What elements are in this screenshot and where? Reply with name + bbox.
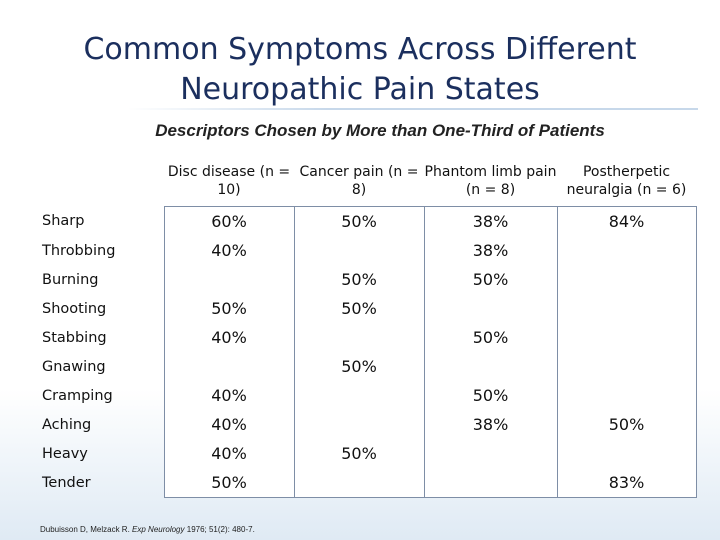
table-cell: [293, 410, 425, 439]
table-cell: 50%: [163, 294, 295, 323]
symptoms-table: Disc disease (n = 10) Cancer pain (n = 8…: [36, 156, 697, 498]
row-label: Burning: [42, 271, 99, 288]
table-cell: [556, 294, 697, 323]
title-line-2: Neuropathic Pain States: [180, 72, 540, 107]
table-cell: 50%: [163, 468, 295, 498]
row-label: Shooting: [42, 300, 107, 317]
table-cell: [423, 294, 558, 323]
table-cell: 40%: [163, 381, 295, 410]
table-cell: 38%: [423, 236, 558, 265]
header-corner: [36, 156, 164, 207]
table-cell: 50%: [293, 439, 425, 468]
table-row: Tender 50% 83%: [36, 468, 697, 498]
title-divider: [128, 108, 698, 110]
table-row: Burning 50% 50%: [36, 265, 697, 294]
row-label: Tender: [42, 474, 91, 491]
table-cell: 50%: [423, 323, 558, 352]
citation-authors: Dubuisson D, Melzack R.: [40, 525, 133, 534]
row-label: Sharp: [42, 213, 85, 230]
table-cell: 38%: [423, 410, 558, 439]
citation-details: 1976; 51(2): 480-7.: [184, 525, 255, 534]
table-row: Stabbing 40% 50%: [36, 323, 697, 352]
table-cell: 50%: [556, 410, 697, 439]
table-row: Shooting 50% 50%: [36, 294, 697, 323]
citation-footer: Dubuisson D, Melzack R. Exp Neurology 19…: [40, 525, 255, 534]
table-cell: 38%: [423, 206, 558, 236]
row-label: Stabbing: [42, 329, 107, 346]
title-line-1: Common Symptoms Across Different: [83, 32, 637, 67]
column-header: Phantom limb pain (n = 8): [424, 164, 557, 198]
table-cell: [293, 323, 425, 352]
table-cell: 40%: [163, 439, 295, 468]
table-cell: [556, 236, 697, 265]
row-label: Heavy: [42, 445, 88, 462]
table-cell: [163, 352, 295, 381]
table-cell: 50%: [293, 294, 425, 323]
table-cell: [293, 236, 425, 265]
table-cell: 83%: [556, 468, 697, 498]
table-cell: 40%: [163, 323, 295, 352]
table-cell: [556, 439, 697, 468]
column-header: Postherpetic neuralgia (n = 6): [566, 164, 687, 198]
table-cell: 60%: [163, 206, 295, 236]
table-cell: [556, 323, 697, 352]
table-cell: [293, 381, 425, 410]
row-label: Throbbing: [42, 242, 116, 259]
citation-journal: Exp Neurology: [132, 525, 185, 534]
table-cell: [423, 468, 558, 498]
table-cell: [556, 265, 697, 294]
table-cell: [556, 381, 697, 410]
row-label: Gnawing: [42, 358, 106, 375]
table-cell: 50%: [293, 265, 425, 294]
column-header: Disc disease (n = 10): [167, 164, 291, 198]
table-row: Throbbing 40% 38%: [36, 236, 697, 265]
table-cell: 50%: [423, 381, 558, 410]
table-row: Sharp 60% 50% 38% 84%: [36, 206, 697, 236]
row-label: Cramping: [42, 387, 113, 404]
table-row: Aching 40% 38% 50%: [36, 410, 697, 439]
slide-title: Common Symptoms Across Different Neuropa…: [0, 30, 720, 110]
row-label: Aching: [42, 416, 92, 433]
table-cell: [163, 265, 295, 294]
table-cell: [293, 468, 425, 498]
table-row: Cramping 40% 50%: [36, 381, 697, 410]
table-row: Heavy 40% 50%: [36, 439, 697, 468]
table-cell: 40%: [163, 236, 295, 265]
column-header: Cancer pain (n = 8): [299, 164, 419, 198]
table-cell: [556, 352, 697, 381]
table-cell: 50%: [423, 265, 558, 294]
table-row: Gnawing 50%: [36, 352, 697, 381]
table-cell: 50%: [293, 206, 425, 236]
table-cell: 40%: [163, 410, 295, 439]
table-cell: [423, 439, 558, 468]
slide-subtitle: Descriptors Chosen by More than One-Thir…: [155, 121, 605, 140]
table-cell: 84%: [556, 206, 697, 236]
table-cell: 50%: [293, 352, 425, 381]
table-header-row: Disc disease (n = 10) Cancer pain (n = 8…: [36, 156, 696, 207]
table-cell: [423, 352, 558, 381]
